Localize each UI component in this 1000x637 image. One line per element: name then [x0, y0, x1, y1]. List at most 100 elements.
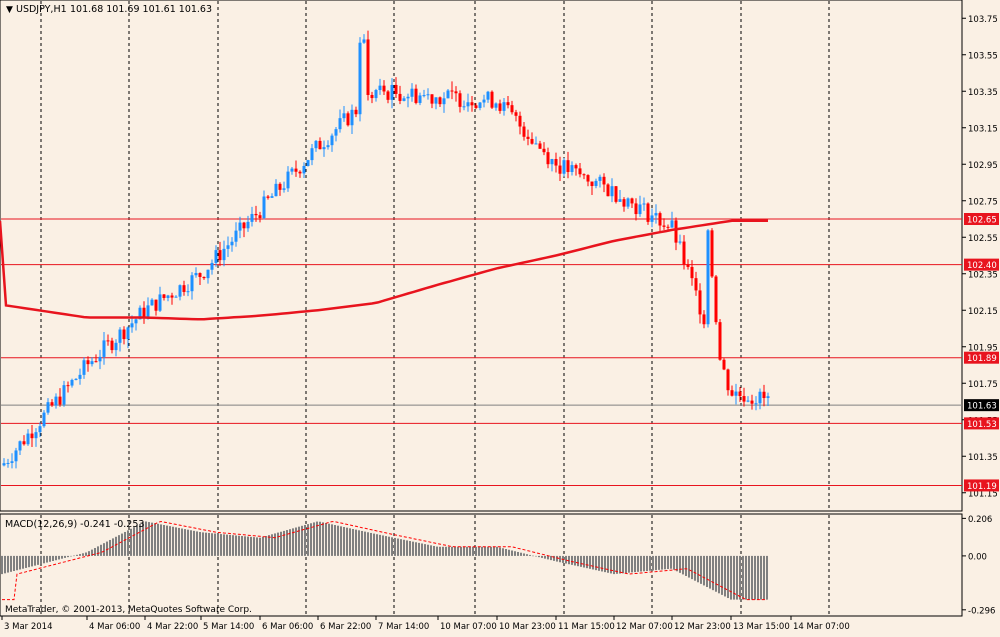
candle-body: [418, 95, 422, 103]
macd-bar: [742, 555, 744, 600]
macd-bar: [136, 525, 138, 556]
candle-body: [422, 95, 426, 97]
macd-bar: [28, 555, 30, 568]
macd-bar: [592, 555, 594, 570]
main-chart-frame: [0, 0, 963, 512]
candle-body: [550, 159, 554, 165]
candle-body: [430, 94, 434, 104]
macd-bar: [241, 536, 243, 556]
candle-body: [206, 269, 210, 279]
candle-body: [722, 359, 726, 370]
macd-bar: [406, 540, 408, 556]
candle-body: [514, 112, 518, 116]
copyright-text: MetaTrader, © 2001-2013, MetaQuotes Soft…: [5, 605, 252, 615]
macd-bar: [526, 554, 528, 556]
candlestick-series: [2, 30, 770, 469]
macd-bar: [184, 529, 186, 556]
macd-bar: [274, 533, 276, 556]
candle-body: [682, 241, 686, 265]
price-level-tag-label: 102.65: [967, 216, 997, 226]
moving-average-line: [0, 219, 768, 321]
candle-body: [158, 294, 162, 311]
macd-bar: [94, 547, 96, 556]
price-tick-label: 103.35: [968, 88, 998, 98]
macd-bar: [682, 555, 684, 575]
candle-body: [574, 165, 578, 169]
candle-body: [186, 291, 190, 293]
macd-bar: [478, 546, 480, 556]
macd-bar: [310, 523, 312, 556]
time-tick-label: 4 Mar 06:00: [89, 622, 140, 632]
macd-bar: [490, 546, 492, 556]
macd-bar: [265, 535, 267, 556]
price-level-tag-label: 101.63: [967, 402, 997, 412]
macd-bar: [295, 527, 297, 556]
macd-bar: [613, 555, 615, 575]
macd-bar: [343, 527, 345, 556]
macd-bar: [247, 536, 249, 556]
macd-bar: [352, 528, 354, 556]
macd-bar: [529, 554, 531, 556]
macd-bar: [43, 555, 45, 564]
candle-body: [310, 148, 314, 161]
candle-body: [498, 103, 502, 111]
macd-bar: [283, 530, 285, 556]
time-tick-label: 7 Mar 14:00: [378, 622, 429, 632]
candle-body: [386, 91, 390, 100]
macd-bar: [52, 555, 54, 561]
macd-bar: [760, 555, 762, 600]
candle-body: [214, 250, 218, 263]
macd-bar: [427, 544, 429, 556]
price-level-tag: [964, 417, 999, 430]
macd-bar: [373, 533, 375, 556]
candle-body: [450, 90, 454, 92]
candle-body: [486, 91, 490, 100]
macd-bar: [331, 524, 333, 556]
candle-body: [510, 105, 514, 113]
macd-bar: [763, 555, 765, 600]
macd-bar: [229, 534, 231, 556]
macd-bar: [673, 555, 675, 570]
candle-body: [154, 299, 158, 311]
macd-bar: [157, 523, 159, 556]
macd-bar: [697, 555, 699, 583]
macd-bar: [652, 555, 654, 571]
symbol-dropdown-icon[interactable]: ▼: [6, 5, 13, 15]
macd-bar: [292, 528, 294, 556]
macd-bar: [640, 555, 642, 572]
macd-bar: [190, 530, 192, 556]
price-tick-label: 102.95: [968, 161, 998, 171]
candle-body: [542, 148, 546, 153]
macd-bar: [7, 555, 9, 573]
candle-body: [446, 90, 450, 99]
candle-body: [146, 305, 150, 318]
candle-body: [46, 402, 50, 413]
time-tick-label: 4 Mar 22:00: [147, 622, 198, 632]
candle-body: [678, 241, 682, 243]
macd-bar: [739, 555, 741, 600]
macd-bar: [55, 555, 57, 561]
macd-bar: [424, 544, 426, 556]
macd-bar: [97, 546, 99, 556]
candle-body: [38, 426, 42, 433]
macd-bar: [106, 541, 108, 556]
candle-body: [14, 450, 18, 462]
macd-bar: [130, 528, 132, 556]
macd-bar: [16, 555, 18, 571]
candle-body: [166, 295, 170, 298]
candle-body: [454, 91, 458, 94]
macd-bar: [418, 542, 420, 556]
candle-body: [654, 213, 658, 216]
macd-bar: [172, 526, 174, 556]
macd-bar: [46, 555, 48, 563]
candle-body: [658, 213, 662, 226]
macd-bar: [610, 555, 612, 574]
macd-bar: [139, 523, 141, 556]
macd-bar: [550, 555, 552, 561]
candle-body: [270, 196, 274, 198]
macd-bar: [301, 525, 303, 556]
macd-bar: [82, 553, 84, 556]
macd-bar: [40, 555, 42, 565]
candle-body: [286, 171, 290, 189]
